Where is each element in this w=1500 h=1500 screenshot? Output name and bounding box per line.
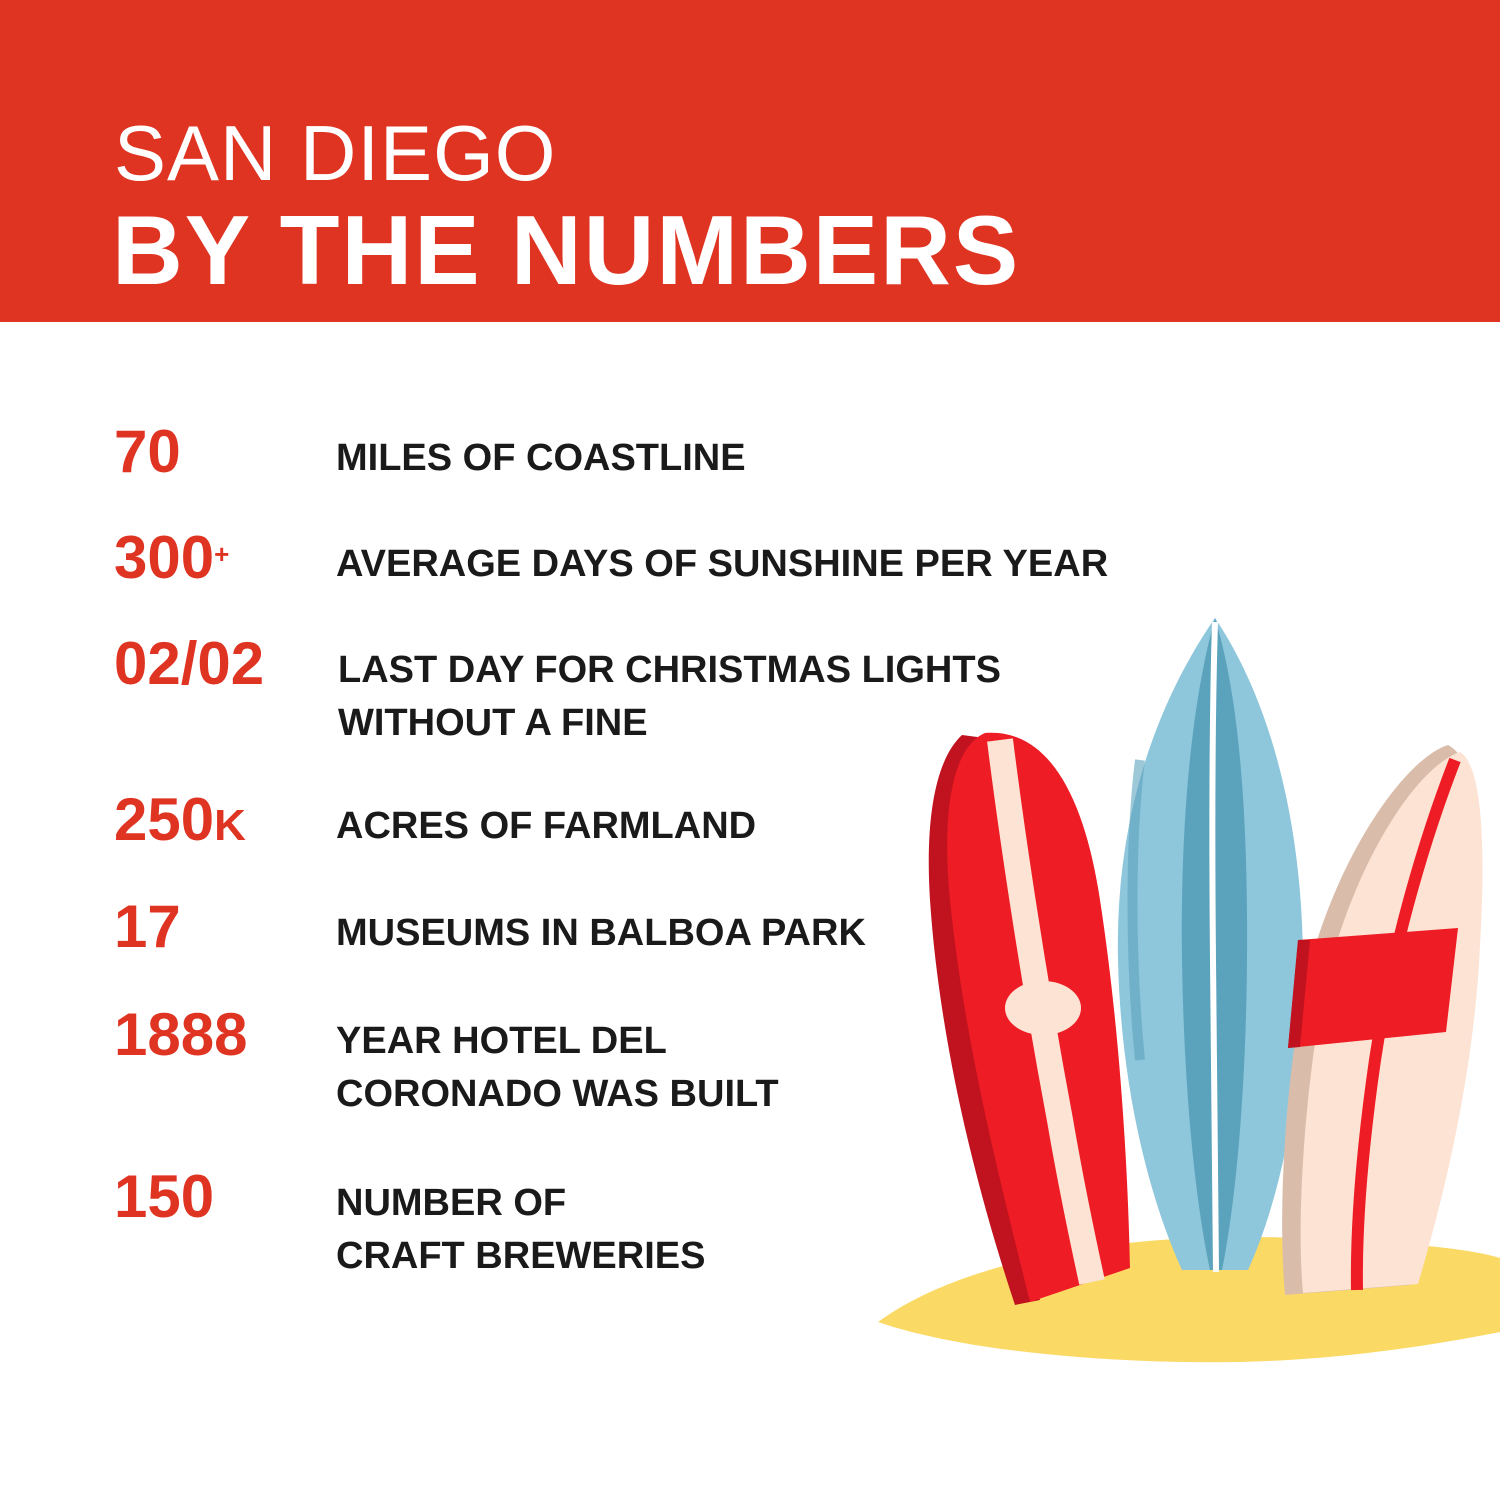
stat-value: 70 [114, 418, 181, 485]
surfboards-on-sand-illustration [878, 618, 1500, 1363]
stat-value-suffix: K [214, 801, 246, 850]
stat-value: 150 [114, 1163, 215, 1230]
red-surfboard-icon [928, 732, 1130, 1305]
blue-surfboard-icon [1117, 618, 1304, 1273]
stat-value: 17 [114, 893, 181, 960]
stat-value: 250K [114, 786, 246, 853]
stat-value-superscript: + [214, 539, 230, 569]
stat-label: ACRES OF FARMLAND [336, 805, 757, 847]
stat-label: YEAR HOTEL DEL CORONADO WAS BUILT [336, 1020, 779, 1115]
stat-value: 1888 [114, 1001, 248, 1068]
stat-label: MILES OF COASTLINE [336, 437, 746, 479]
page-title: BY THE NUMBERS [112, 195, 1021, 305]
stat-label: MUSEUMS IN BALBOA PARK [336, 912, 866, 954]
stat-label: LAST DAY FOR CHRISTMAS LIGHTS WITHOUT A … [338, 649, 1001, 744]
cream-surfboard-icon [1282, 745, 1483, 1295]
header-banner: SAN DIEGO BY THE NUMBERS [0, 0, 1500, 322]
stat-label: AVERAGE DAYS OF SUNSHINE PER YEAR [336, 543, 1109, 585]
title-city: SAN DIEGO [114, 109, 557, 197]
stat-value: 300+ [114, 524, 230, 591]
stat-label: NUMBER OF CRAFT BREWERIES [336, 1182, 706, 1277]
stat-value: 02/02 [114, 630, 265, 697]
